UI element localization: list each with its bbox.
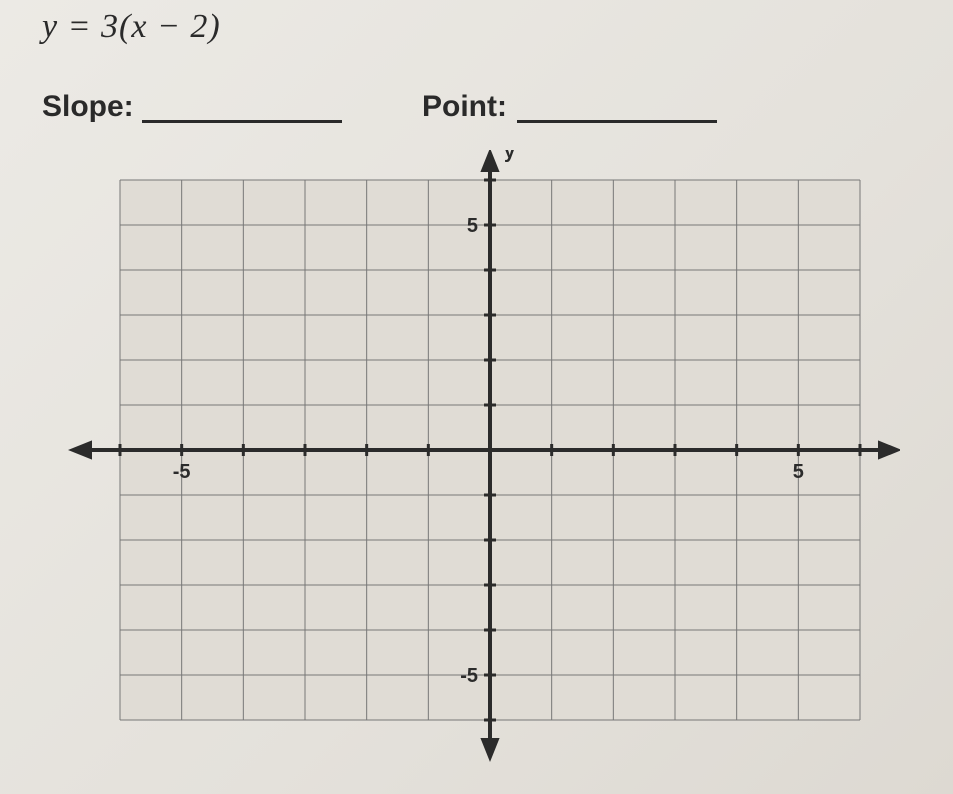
coordinate-grid: -55-55yx	[60, 150, 900, 770]
y-axis-label: y	[504, 150, 516, 163]
y-tick-label: -5	[460, 665, 478, 687]
point-blank	[517, 120, 717, 123]
slope-blank	[142, 120, 342, 123]
y-tick-label: 5	[467, 215, 478, 237]
point-label: Point:	[422, 90, 507, 124]
equation-text: y = 3(x − 2)	[42, 8, 221, 46]
x-tick-label: 5	[793, 461, 804, 483]
x-tick-label: -5	[173, 461, 191, 483]
slope-label: Slope:	[42, 90, 134, 124]
